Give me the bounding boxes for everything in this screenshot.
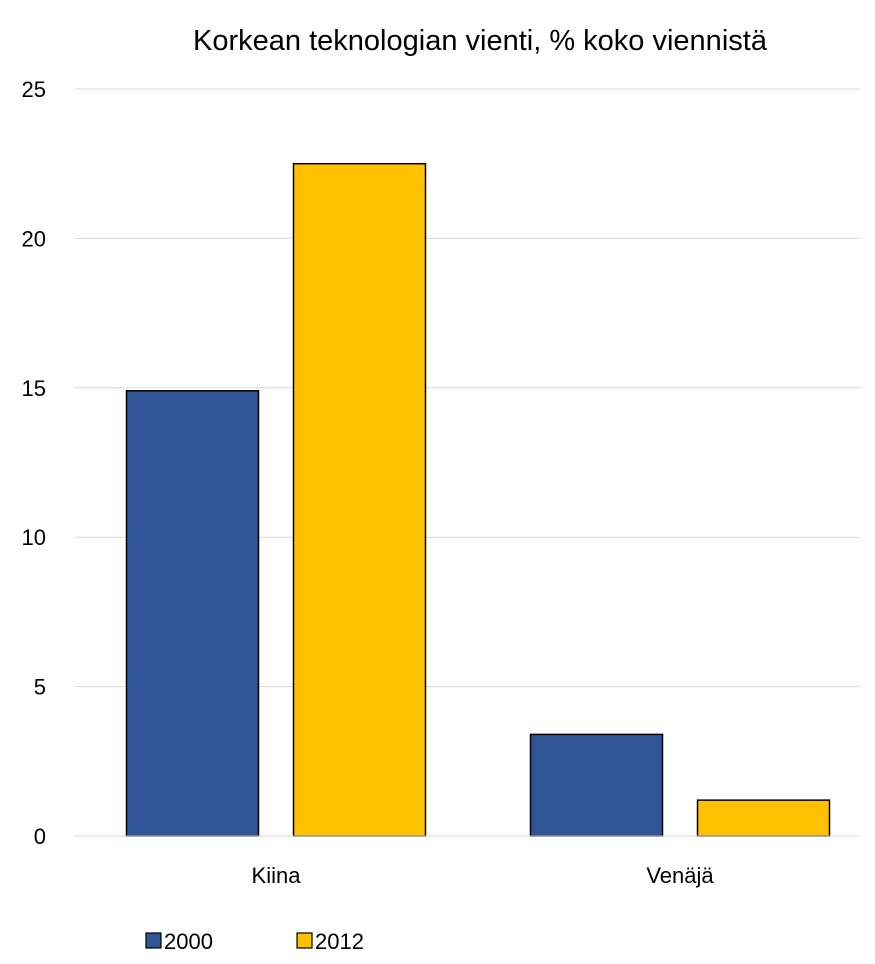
bar-kiina-2000	[125, 390, 260, 837]
y-tick-label: 25	[22, 77, 46, 102]
bar-venäjä-2012	[696, 799, 831, 837]
legend-label-2012: 2012	[315, 929, 364, 954]
bars	[125, 162, 831, 837]
y-tick-label: 15	[22, 376, 46, 401]
legend-label-2000: 2000	[164, 929, 213, 954]
y-axis-ticks: 0 5 10 15 20 25	[22, 77, 46, 849]
chart-title: Korkean teknologian vienti, % koko vienn…	[193, 25, 768, 57]
x-category-label: Kiina	[252, 863, 302, 888]
y-tick-label: 5	[34, 675, 46, 700]
y-tick-label: 10	[22, 525, 46, 550]
legend-swatch-2000	[145, 932, 162, 949]
y-tick-label: 0	[34, 824, 46, 849]
y-tick-label: 20	[22, 226, 46, 251]
legend-swatch-2012	[296, 932, 313, 949]
x-category-label: Venäjä	[646, 863, 714, 888]
x-axis-labels: Kiina Venäjä	[252, 863, 715, 888]
legend: 2000 2012	[145, 929, 364, 954]
bar-kiina-2012	[292, 162, 427, 837]
bar-venäjä-2000	[529, 733, 664, 837]
